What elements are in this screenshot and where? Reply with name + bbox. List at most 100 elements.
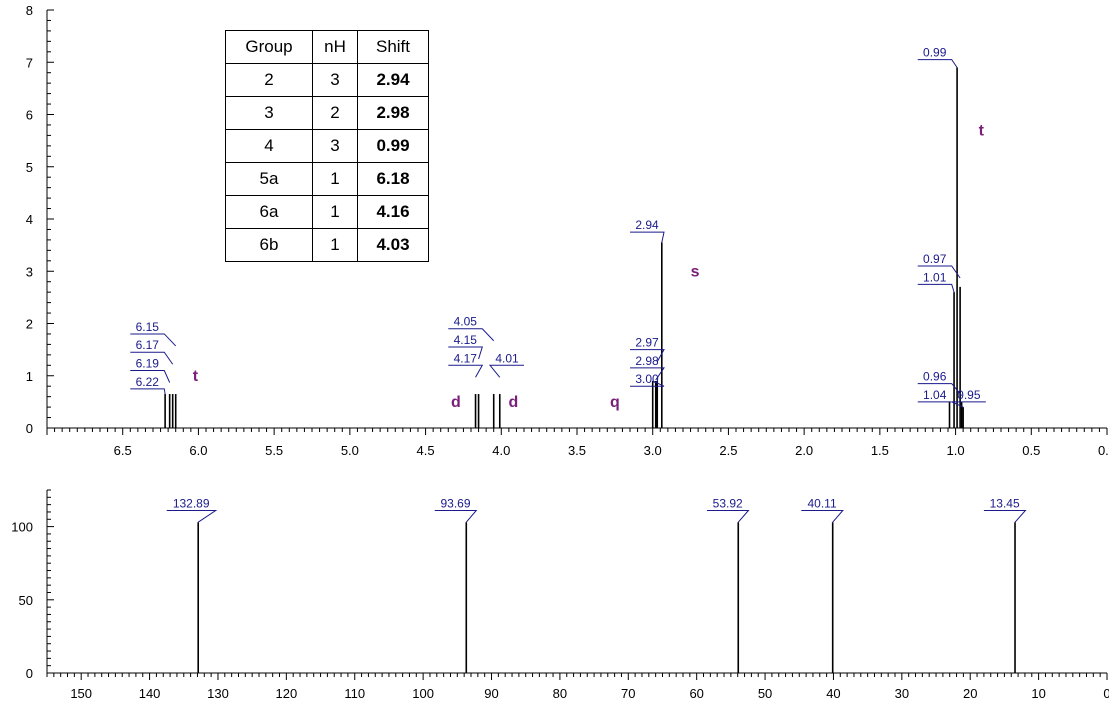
x-tick-label: 5.0 [341, 443, 359, 458]
multiplicity-label: d [451, 394, 461, 411]
peak-label: 2.98 [635, 354, 659, 368]
peak-label: 0.99 [923, 46, 947, 60]
cell-shift: 0.99 [357, 129, 429, 163]
x-tick-label: 110 [344, 686, 365, 701]
cell-shift: 4.03 [357, 228, 429, 262]
shift-table: Group nH Shift 2 3 2.94 3 2 2.98 4 3 0.9… [225, 30, 429, 262]
peak-label-leader [130, 351, 174, 365]
peak-label-leader [434, 509, 478, 523]
x-tick-label: 60 [689, 686, 703, 701]
peak-label: 6.17 [136, 338, 160, 352]
x-tick-label: 40 [826, 686, 840, 701]
x-tick-label: 3.5 [568, 443, 586, 458]
x-tick-label: 130 [207, 686, 229, 701]
peak-label-leader [448, 328, 495, 342]
cell-group: 4 [225, 129, 313, 163]
y-tick-label: 0 [26, 421, 33, 436]
shift-table-header: Group nH Shift [225, 30, 429, 64]
y-tick-label: 5 [26, 160, 33, 175]
y-tick-label: 100 [11, 520, 33, 535]
x-tick-label: 150 [70, 686, 92, 701]
x-tick-label: 1.5 [871, 443, 889, 458]
x-tick-label: 2.5 [719, 443, 737, 458]
cell-shift: 4.16 [357, 195, 429, 229]
x-tick-label: 50 [758, 686, 772, 701]
x-tick-label: 0.0 [1098, 443, 1109, 458]
multiplicity-label: d [509, 394, 519, 411]
x-tick-label: 5.5 [265, 443, 283, 458]
y-tick-label: 8 [26, 3, 33, 18]
header-nh: nH [312, 30, 358, 64]
cell-shift: 2.94 [357, 63, 429, 97]
y-tick-label: 0 [26, 666, 33, 681]
table-row: 3 2 2.98 [225, 96, 429, 130]
peak-label: 3.00 [635, 372, 659, 386]
peak-label: 6.15 [136, 320, 160, 334]
y-tick-label: 50 [19, 593, 33, 608]
x-tick-label: 0 [1103, 686, 1109, 701]
table-row: 6b 1 4.03 [225, 228, 429, 262]
x-tick-label: 6.5 [114, 443, 132, 458]
x-tick-label: 20 [963, 686, 977, 701]
x-tick-label: 4.5 [417, 443, 435, 458]
y-tick-label: 4 [26, 212, 33, 227]
multiplicity-label: t [979, 122, 985, 139]
peak-label-leader [166, 509, 218, 523]
peak-label-leader [130, 333, 177, 347]
x-tick-label: 120 [276, 686, 298, 701]
peak-label: 0.96 [923, 370, 947, 384]
peak-label-leader [951, 401, 986, 408]
peak-label: 1.04 [923, 388, 947, 402]
y-tick-label: 2 [26, 317, 33, 332]
x-tick-label: 100 [412, 686, 434, 701]
peak-label: 4.15 [454, 333, 478, 347]
peak-label-leader [983, 509, 1027, 523]
cell-nh: 3 [312, 63, 358, 97]
y-tick-label: 1 [26, 369, 33, 384]
peak-label: 53.92 [713, 496, 743, 510]
peak-label-leader [448, 364, 484, 378]
peak-label-leader [630, 349, 665, 362]
cell-group: 6b [225, 228, 313, 262]
peak-label-leader [488, 364, 524, 378]
cell-group: 2 [225, 63, 313, 97]
header-shift: Shift [357, 30, 429, 64]
peak-label-leader [630, 367, 665, 381]
peak-label: 4.01 [495, 351, 519, 365]
peak-label-leader [917, 265, 961, 279]
peak-label-leader [801, 509, 844, 523]
peak-label-leader [917, 283, 955, 293]
peak-label: 4.05 [454, 315, 478, 329]
cell-nh: 1 [312, 228, 358, 262]
cell-group: 5a [225, 162, 313, 196]
peak-label: 0.95 [957, 388, 981, 402]
table-row: 5a 1 6.18 [225, 162, 429, 196]
peak-label: 93.69 [440, 496, 470, 510]
table-row: 4 3 0.99 [225, 129, 429, 163]
x-tick-label: 10 [1031, 686, 1045, 701]
cell-group: 6a [225, 195, 313, 229]
carbon-nmr-spectrum: 150 140 130 120 110 100 90 80 70 60 50 40 30 20 10 0050… [11, 489, 1109, 701]
table-row: 2 3 2.94 [225, 63, 429, 97]
x-tick-label: 90 [484, 686, 498, 701]
x-tick-label: 1.0 [947, 443, 965, 458]
peak-label-leader [130, 370, 171, 383]
cell-nh: 1 [312, 195, 358, 229]
x-tick-label: 30 [895, 686, 909, 701]
peak-label: 2.97 [635, 336, 659, 350]
peak-label: 6.19 [136, 357, 160, 371]
multiplicity-label: q [610, 394, 620, 411]
peak-label-leader [917, 59, 958, 68]
peak-label-leader [448, 346, 483, 360]
x-tick-label: 6.0 [189, 443, 207, 458]
y-tick-label: 3 [26, 264, 33, 279]
peak-label-leader [630, 380, 665, 387]
proton-nmr-spectrum: 6.5 6.0 5.5 5.0 4.5 4.0 3.5 3.0 2.5 2.0 1.5 1.0 0.5 0… [26, 3, 1109, 458]
multiplicity-label: t [193, 368, 199, 385]
table-row: 6a 1 4.16 [225, 195, 429, 229]
peak-label-leader [706, 509, 750, 523]
peak-label: 1.01 [923, 270, 947, 284]
x-tick-label: 4.0 [492, 443, 510, 458]
cell-shift: 6.18 [357, 162, 429, 196]
